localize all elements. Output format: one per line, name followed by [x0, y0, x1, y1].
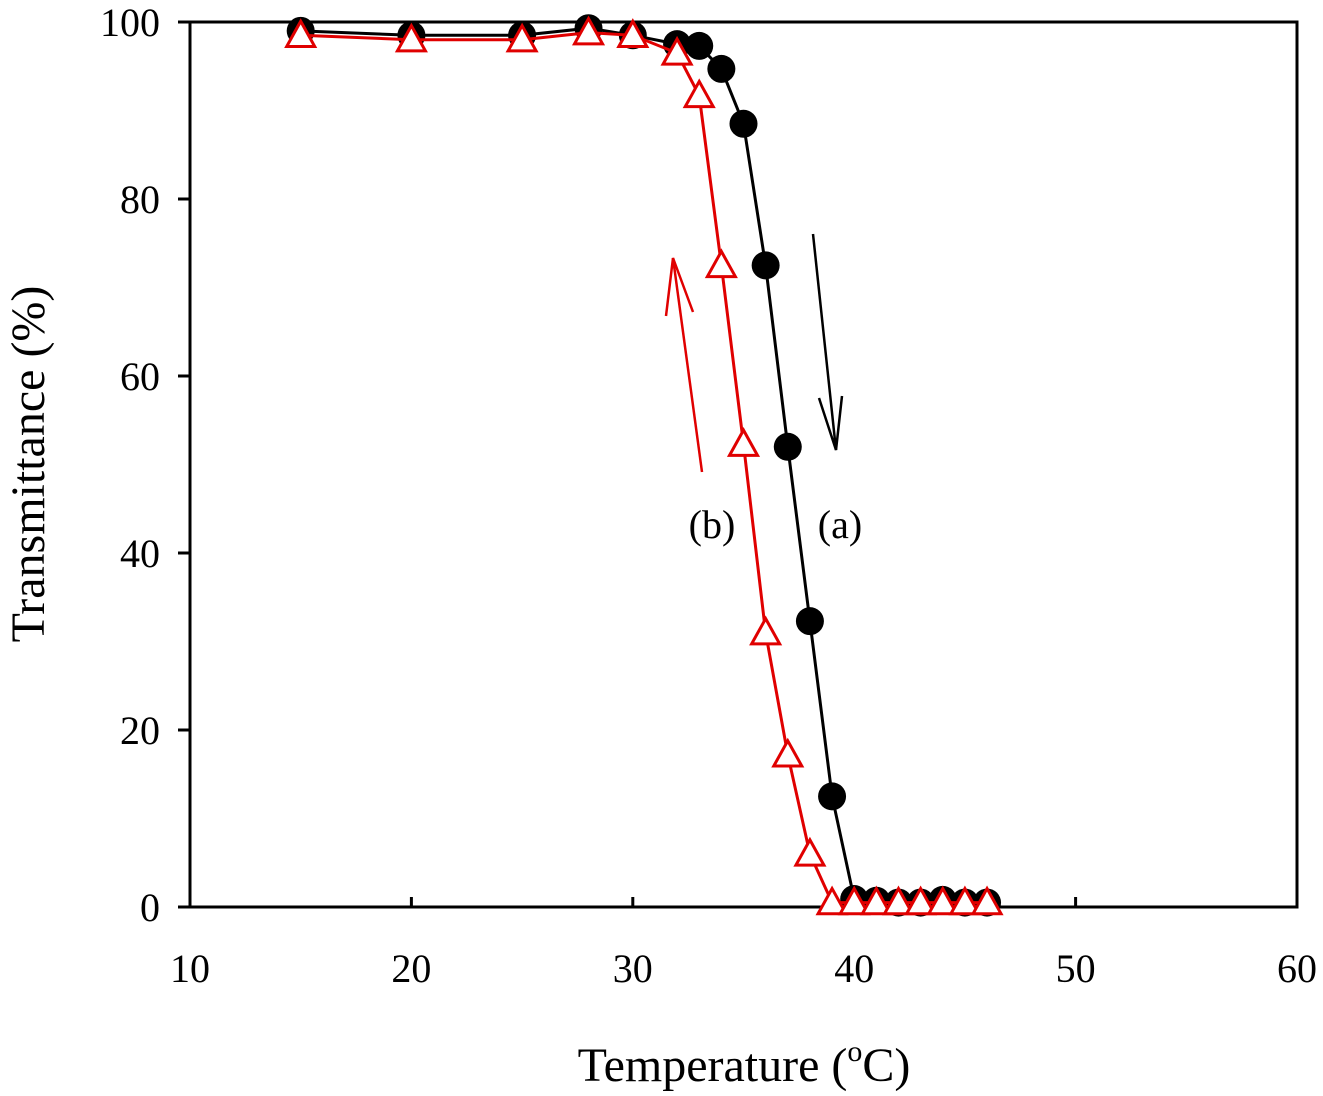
- series-b-point: [837, 885, 871, 916]
- x-tick-label: 50: [1056, 946, 1096, 991]
- plot-area-frame: [188, 20, 1299, 909]
- series-b-point: [682, 78, 716, 109]
- series-b-point: [793, 836, 827, 867]
- x-tick-label: 20: [391, 946, 431, 991]
- series-b-point: [505, 22, 539, 53]
- series-a-point: [685, 31, 714, 60]
- y-tick-label: 100: [100, 0, 160, 45]
- x-tick-label: 60: [1277, 946, 1317, 991]
- series-a-point: [773, 432, 802, 461]
- series-b-point: [749, 615, 783, 646]
- y-tick-label: 20: [120, 708, 160, 753]
- series-b-point: [859, 885, 893, 916]
- x-tick-label: 40: [834, 946, 874, 991]
- series-b-point: [881, 885, 916, 916]
- series-b-point: [571, 15, 606, 46]
- series-b-point: [948, 885, 982, 916]
- cooling-arrow-shaft: [811, 233, 838, 451]
- series-b-label: (b): [689, 502, 736, 547]
- series-b-point: [904, 885, 938, 916]
- heating-arrow-head: [664, 257, 695, 317]
- series-layer: [284, 14, 1004, 917]
- x-axis-ticks: 10 20 30 40 50 60: [170, 897, 1317, 991]
- y-tick-label: 80: [120, 177, 160, 222]
- cooling-arrow-head: [817, 395, 844, 451]
- series-b-point: [815, 885, 849, 916]
- series-a-label: (a): [818, 502, 862, 547]
- y-tick-label: 0: [140, 885, 160, 930]
- series-a-point: [729, 109, 758, 138]
- y-axis-title: Transmittance (%): [2, 286, 55, 643]
- series-a-point: [751, 251, 780, 280]
- heating-arrow-shaft: [671, 257, 704, 473]
- series-b-point: [726, 427, 761, 457]
- direction-arrows: [664, 233, 844, 473]
- y-axis-ticks: 0 20 40 60 80 100: [100, 0, 190, 930]
- x-axis-title: Temperature (oC): [578, 1035, 911, 1092]
- x-tick-label: 30: [613, 946, 653, 991]
- x-axis-title-unit: C): [862, 1039, 910, 1092]
- series-b-point: [394, 22, 428, 53]
- series-b-point: [704, 248, 738, 279]
- series-a-line: [300, 26, 987, 905]
- y-tick-label: 60: [120, 354, 160, 399]
- y-tick-label: 40: [120, 531, 160, 576]
- x-axis-title-superscript: o: [847, 1035, 862, 1068]
- x-tick-label: 10: [170, 946, 210, 991]
- series-b-point: [660, 35, 694, 66]
- series-a-point: [707, 54, 736, 83]
- series-a-point: [818, 782, 847, 811]
- series-b-point: [616, 18, 650, 48]
- series-b-point: [771, 737, 805, 768]
- series-a-point: [795, 607, 824, 636]
- series-b-point: [970, 885, 1004, 916]
- x-axis-title-main: Temperature (: [578, 1039, 848, 1092]
- series-b-point: [284, 18, 318, 48]
- series-b-point: [926, 885, 960, 916]
- series-b-line: [300, 31, 987, 905]
